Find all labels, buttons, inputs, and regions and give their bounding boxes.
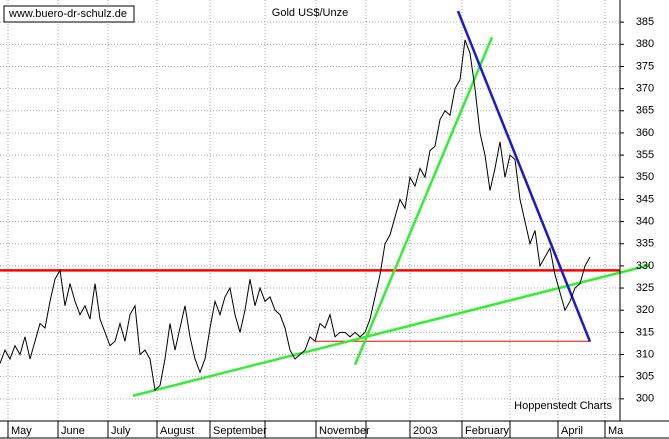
y-tick-label: 375 [636,60,654,72]
grid [0,0,620,421]
y-tick-label: 380 [636,38,654,50]
y-tick-label: 385 [636,16,654,28]
y-tick-label: 355 [636,149,654,161]
y-tick-label: 365 [636,105,654,117]
y-tick-label: 310 [636,348,654,360]
y-tick-label: 315 [636,326,654,338]
y-tick-label: 340 [636,215,654,227]
x-tick-label: April [561,425,583,437]
x-tick-label: 2003 [413,425,437,437]
source: www.buero-dr-schulz.de [8,8,127,20]
x-tick-label: June [61,425,85,437]
x-tick-label: November [319,425,370,437]
trend-line [456,10,592,343]
x-tick-label: August [160,425,194,437]
y-tick-label: 345 [636,193,654,205]
x-tick-label: Ma [608,425,624,437]
y-tick-label: 350 [636,171,654,183]
y-tick-label: 360 [636,127,654,139]
x-tick-label: September [213,425,267,437]
chart-title: Gold US$/Unze [272,7,348,19]
lines [0,10,651,397]
trend-line [353,36,494,366]
y-tick-label: 330 [636,260,654,272]
y-tick-label: 370 [636,83,654,95]
y-tick-label: 300 [636,393,654,405]
y-tick-label: 325 [636,282,654,294]
trend-line [132,263,651,397]
source-box [3,5,135,23]
price-line [0,39,591,391]
x-tick-label: February [465,425,510,437]
x-tick-label: July [111,425,131,437]
credit: Hoppenstedt Charts [514,400,612,412]
x-tick-label: May [11,425,32,437]
y-tick-label: 320 [636,304,654,316]
y-tick-label: 305 [636,371,654,383]
y-tick-label: 335 [636,238,654,250]
